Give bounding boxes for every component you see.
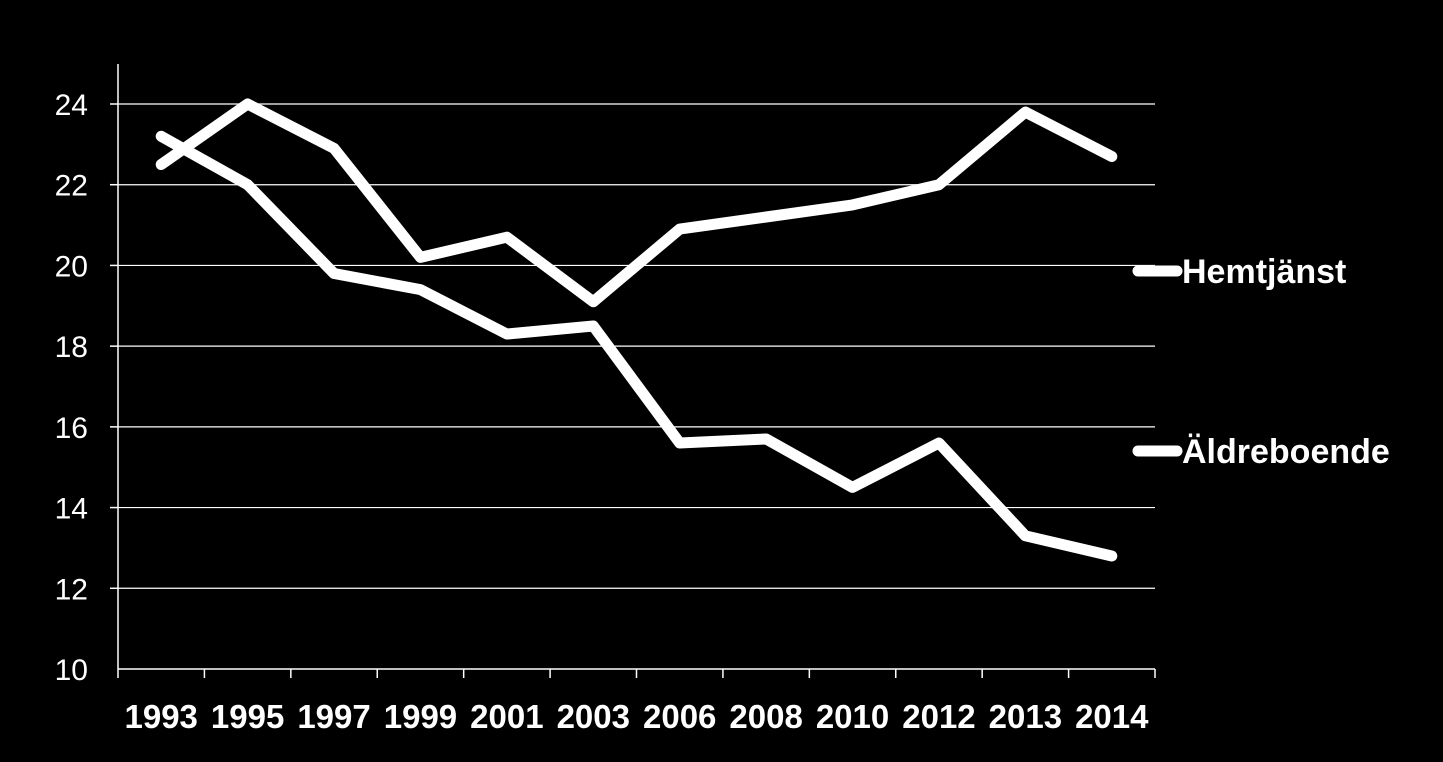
y-tick-label: 22: [55, 170, 88, 203]
series-line-1: [155, 130, 1118, 562]
x-tick-label: 2014: [1075, 698, 1149, 735]
y-tick-label: 20: [55, 250, 88, 283]
x-tick-label: 1999: [384, 698, 457, 735]
x-tick-label: 2010: [816, 698, 889, 735]
y-tick-label: 12: [55, 573, 88, 606]
series-lines: [155, 98, 1118, 562]
legend-label: Hemtjänst: [1182, 253, 1346, 291]
x-axis-tick-labels: 1993 1995 1997 1999 2001 2003 2006 2008 2010 2012…: [124, 698, 1149, 735]
y-tick-label: 18: [55, 331, 88, 364]
legend-label: Äldreboende: [1182, 433, 1390, 471]
y-tick-label: 10: [55, 654, 88, 687]
y-tick-label: 24: [55, 89, 88, 122]
legend: Hemtjänst Äldreboende: [1132, 253, 1390, 471]
x-tick-label: 2001: [470, 698, 543, 735]
y-tick-label: 14: [55, 493, 88, 526]
x-tick-label: 1993: [124, 698, 197, 735]
y-axis-tick-labels: 10 12 14 16 18 20 22 24: [55, 89, 88, 687]
x-tick-label: 2006: [643, 698, 716, 735]
x-tick-label: 2008: [729, 698, 802, 735]
x-tick-label: 2003: [557, 698, 630, 735]
x-tick-label: 1995: [211, 698, 284, 735]
axes: [110, 64, 1156, 678]
x-tick-label: 2012: [902, 698, 975, 735]
y-tick-label: 16: [55, 412, 88, 445]
series-line-0: [155, 98, 1118, 308]
x-tick-label: 2013: [989, 698, 1062, 735]
x-tick-label: 1997: [297, 698, 370, 735]
